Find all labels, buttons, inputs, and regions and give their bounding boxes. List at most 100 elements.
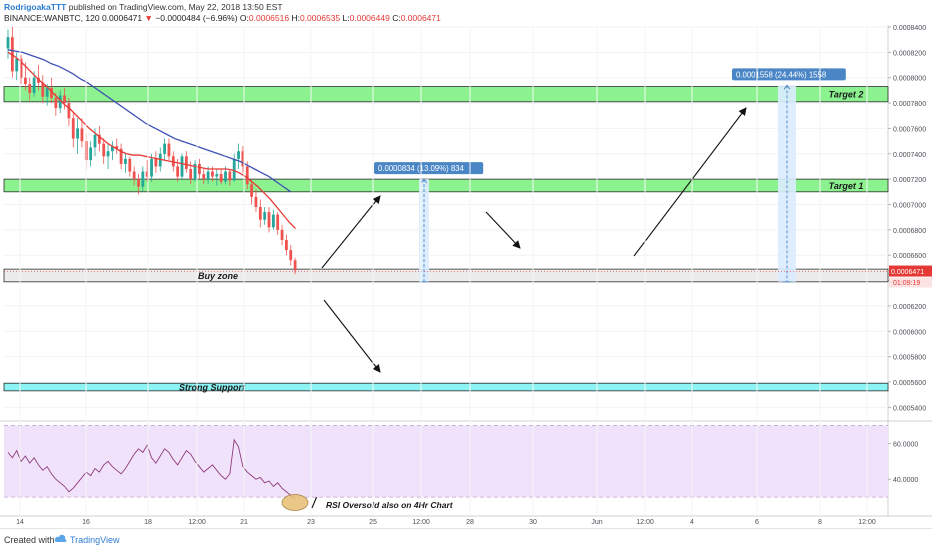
measure-arrow (783, 84, 791, 90)
candle-body (6, 37, 10, 49)
candle-body (193, 163, 197, 180)
candle-body (106, 151, 110, 157)
zone-label: Strong Support (179, 383, 246, 393)
time-tick-label: 21 (240, 519, 248, 526)
time-tick-label: 18 (144, 519, 152, 526)
candle-body (237, 151, 240, 159)
candle-body (276, 214, 280, 230)
zone-target-1 (3, 178, 889, 193)
tradingview-brand[interactable]: TradingView (70, 535, 120, 545)
candle-body (211, 171, 214, 177)
candle-body (271, 214, 275, 228)
candle-body (137, 179, 140, 187)
candle-body (289, 250, 293, 261)
measure-label-bg (374, 162, 484, 175)
time-tick-label: 25 (369, 519, 377, 526)
candle-body (24, 77, 27, 85)
rsi-tick-label: 60.0000 (893, 441, 918, 448)
author-name[interactable]: RodrigoakaTTT (4, 2, 67, 12)
price-tick-label: 0.0007400 (893, 152, 926, 159)
candle-body (167, 143, 171, 157)
candle-body (241, 151, 245, 167)
candle-body (124, 158, 127, 164)
arrow-up-1 (321, 195, 381, 269)
low-label: L: (342, 13, 350, 23)
candle-body (111, 146, 114, 152)
close-label: C: (392, 13, 401, 23)
candle-body (58, 95, 62, 109)
candle-body (258, 207, 262, 220)
candle-body (250, 184, 253, 197)
price-tick-label: 0.0007000 (893, 202, 926, 209)
ema-fast-line (7, 51, 296, 230)
candle-body (150, 158, 153, 177)
candle-body (41, 82, 45, 97)
price-tick-label: 0.0006000 (893, 329, 926, 336)
price-tick-label: 0.0005400 (893, 405, 926, 412)
rsi-annotation: RSI Oversold also on 4Hr Chart (326, 500, 454, 510)
price-tick-label: 0.0007600 (893, 126, 926, 133)
time-tick-label: Jun (591, 519, 602, 526)
candle-body (80, 128, 84, 142)
last-price-label: 0.0006471 (891, 269, 924, 276)
candle-body (232, 158, 236, 181)
candle-body (15, 58, 19, 72)
candle-body (180, 156, 184, 177)
tradingview-cloud-icon (54, 534, 67, 542)
candle-body (163, 143, 166, 154)
candle-body (71, 118, 75, 139)
candle-body (93, 134, 97, 148)
arrow-down-right (485, 211, 521, 249)
candle-body (293, 260, 297, 271)
candle-body (219, 174, 223, 182)
candle-body (198, 163, 201, 175)
chart-header: RodrigoakaTTT published on TradingView.c… (0, 0, 932, 26)
last-price: 0.0006471 (101, 13, 143, 23)
candle-body (76, 128, 79, 139)
candle-body (158, 153, 162, 167)
measure-range (778, 85, 796, 282)
candle-body (54, 97, 58, 109)
price-chart[interactable]: 0.0008400 0.0008200 0.0008000 0.0007800 0.00… (0, 0, 932, 528)
time-tick-label: 12:00 (858, 519, 876, 526)
zone-buy-zone (3, 268, 889, 283)
time-tick-label: 8 (818, 519, 822, 526)
time-tick-label: 23 (307, 519, 315, 526)
candle-body (228, 171, 232, 181)
price-tick-label: 0.0005600 (893, 380, 926, 387)
price-tick-label: 0.0006600 (893, 253, 926, 260)
change-arrow-icon: ▼ (144, 13, 153, 23)
candle-body (97, 134, 101, 144)
candle-body (28, 84, 32, 93)
candle-body (89, 147, 93, 161)
time-tick-label: 28 (466, 519, 474, 526)
candle-body (245, 166, 249, 185)
price-tick-label: 0.0008200 (893, 50, 926, 57)
symbol-label[interactable]: BINANCE:WANBTC, 120 (4, 13, 100, 23)
candle-body (119, 148, 123, 164)
measure-label: 0.0001558 (24.44%) 1558 (736, 70, 826, 79)
candle-body (224, 171, 227, 182)
candle-body (254, 196, 258, 208)
created-with-label: Created with (4, 535, 55, 545)
candle-body (145, 171, 149, 177)
zone-label: Target 2 (829, 90, 864, 100)
candle-body (132, 171, 136, 180)
price-tick-label: 0.0007800 (893, 101, 926, 108)
candle-body (115, 146, 119, 149)
rsi-tick-label: 40.0000 (893, 477, 918, 484)
rsi-band (4, 425, 888, 498)
price-pane (4, 27, 888, 420)
candle-body (19, 58, 23, 78)
candle-body (102, 143, 106, 157)
zone-target-2 (3, 86, 889, 103)
candle-body (285, 239, 288, 251)
price-tick-label: 0.0008400 (893, 25, 926, 32)
time-tick-label: 14 (16, 519, 24, 526)
time-tick-label: 12:00 (188, 519, 206, 526)
publish-info: published on TradingView.com, May 22, 20… (66, 2, 283, 12)
candle-body (45, 87, 49, 97)
time-tick-label: 12:00 (412, 519, 430, 526)
arrow-up-2 (633, 107, 747, 257)
time-tick-label: 6 (755, 519, 759, 526)
